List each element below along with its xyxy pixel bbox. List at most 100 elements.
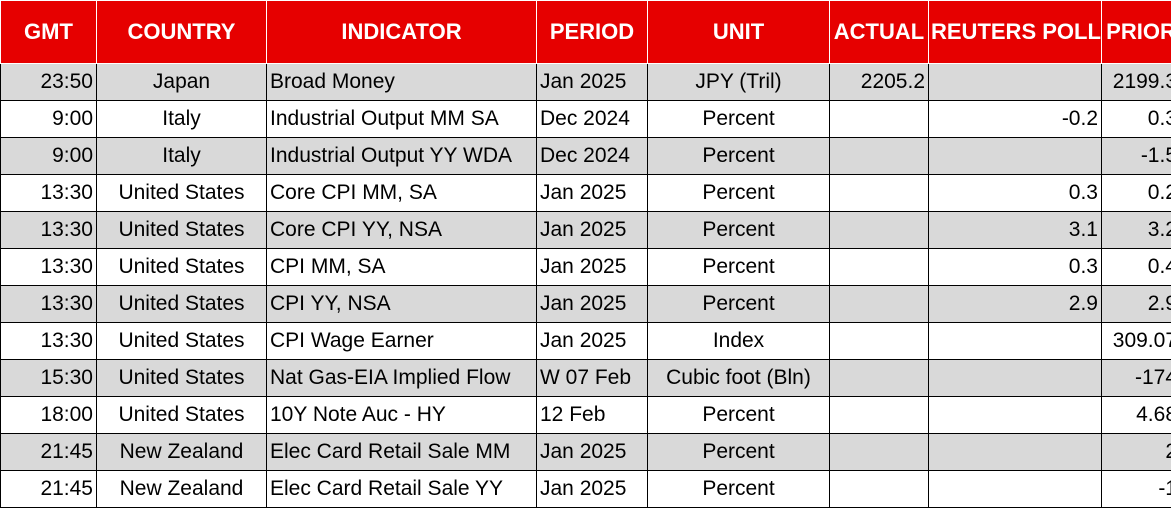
cell-indicator: Elec Card Retail Sale MM xyxy=(267,434,537,471)
cell-gmt: 13:30 xyxy=(1,323,97,360)
cell-indicator: CPI Wage Earner xyxy=(267,323,537,360)
cell-unit: Percent xyxy=(648,212,830,249)
cell-gmt: 21:45 xyxy=(1,471,97,508)
cell-gmt: 18:00 xyxy=(1,397,97,434)
cell-actual xyxy=(830,434,929,471)
cell-indicator: CPI MM, SA xyxy=(267,249,537,286)
header-unit: UNIT xyxy=(648,1,830,64)
cell-prior: -1.5 xyxy=(1102,138,1171,175)
cell-prior: 0.4 xyxy=(1102,249,1171,286)
cell-prior: -174 xyxy=(1102,360,1171,397)
cell-indicator: Core CPI YY, NSA xyxy=(267,212,537,249)
cell-period: Dec 2024 xyxy=(537,101,648,138)
cell-reuters-poll xyxy=(929,323,1102,360)
cell-period: Jan 2025 xyxy=(537,434,648,471)
cell-unit: Cubic foot (Bln) xyxy=(648,360,830,397)
header-reuters-poll: REUTERS POLL xyxy=(929,1,1102,64)
cell-period: Jan 2025 xyxy=(537,286,648,323)
cell-gmt: 13:30 xyxy=(1,249,97,286)
cell-indicator: Industrial Output MM SA xyxy=(267,101,537,138)
cell-country: United States xyxy=(97,323,267,360)
cell-actual xyxy=(830,360,929,397)
cell-reuters-poll: 3.1 xyxy=(929,212,1102,249)
cell-country: New Zealand xyxy=(97,434,267,471)
cell-reuters-poll xyxy=(929,138,1102,175)
cell-unit: Percent xyxy=(648,175,830,212)
cell-actual xyxy=(830,138,929,175)
cell-unit: Percent xyxy=(648,249,830,286)
cell-prior: 3.2 xyxy=(1102,212,1171,249)
cell-indicator: Nat Gas-EIA Implied Flow xyxy=(267,360,537,397)
header-gmt: GMT xyxy=(1,1,97,64)
cell-unit: Percent xyxy=(648,471,830,508)
cell-unit: Percent xyxy=(648,101,830,138)
cell-reuters-poll: 0.3 xyxy=(929,175,1102,212)
cell-actual xyxy=(830,175,929,212)
cell-period: Dec 2024 xyxy=(537,138,648,175)
cell-period: Jan 2025 xyxy=(537,471,648,508)
cell-gmt: 15:30 xyxy=(1,360,97,397)
cell-actual xyxy=(830,471,929,508)
cell-country: United States xyxy=(97,286,267,323)
cell-country: New Zealand xyxy=(97,471,267,508)
header-indicator: INDICATOR xyxy=(267,1,537,64)
cell-period: Jan 2025 xyxy=(537,323,648,360)
cell-unit: Percent xyxy=(648,138,830,175)
cell-period: Jan 2025 xyxy=(537,175,648,212)
cell-period: Jan 2025 xyxy=(537,212,648,249)
cell-reuters-poll: 0.3 xyxy=(929,249,1102,286)
cell-country: United States xyxy=(97,360,267,397)
cell-country: United States xyxy=(97,212,267,249)
cell-indicator: Core CPI MM, SA xyxy=(267,175,537,212)
cell-actual: 2205.2 xyxy=(830,64,929,101)
cell-country: Japan xyxy=(97,64,267,101)
cell-country: United States xyxy=(97,397,267,434)
cell-gmt: 13:30 xyxy=(1,212,97,249)
cell-gmt: 21:45 xyxy=(1,434,97,471)
cell-unit: JPY (Tril) xyxy=(648,64,830,101)
cell-reuters-poll xyxy=(929,360,1102,397)
cell-actual xyxy=(830,286,929,323)
cell-indicator: Elec Card Retail Sale YY xyxy=(267,471,537,508)
cell-gmt: 13:30 xyxy=(1,286,97,323)
cell-reuters-poll xyxy=(929,471,1102,508)
cell-period: 12 Feb xyxy=(537,397,648,434)
cell-period: Jan 2025 xyxy=(537,64,648,101)
cell-gmt: 9:00 xyxy=(1,138,97,175)
cell-country: United States xyxy=(97,175,267,212)
cell-indicator: Industrial Output YY WDA xyxy=(267,138,537,175)
cell-indicator: CPI YY, NSA xyxy=(267,286,537,323)
cell-reuters-poll xyxy=(929,64,1102,101)
cell-reuters-poll: 2.9 xyxy=(929,286,1102,323)
cell-gmt: 9:00 xyxy=(1,101,97,138)
cell-prior: 2 xyxy=(1102,434,1171,471)
cell-actual xyxy=(830,397,929,434)
cell-country: United States xyxy=(97,249,267,286)
cell-prior: 0.3 xyxy=(1102,101,1171,138)
cell-indicator: Broad Money xyxy=(267,64,537,101)
cell-reuters-poll xyxy=(929,434,1102,471)
cell-actual xyxy=(830,249,929,286)
cell-prior: 4.68 xyxy=(1102,397,1171,434)
cell-actual xyxy=(830,323,929,360)
cell-period: Jan 2025 xyxy=(537,249,648,286)
cell-actual xyxy=(830,212,929,249)
cell-prior: 2199.3 xyxy=(1102,64,1171,101)
header-row: GMT COUNTRY INDICATOR PERIOD UNIT ACTUAL… xyxy=(1,1,1171,64)
cell-prior: -1 xyxy=(1102,471,1171,508)
cell-reuters-poll xyxy=(929,397,1102,434)
header-prior: PRIOR xyxy=(1102,1,1171,64)
header-country: COUNTRY xyxy=(97,1,267,64)
